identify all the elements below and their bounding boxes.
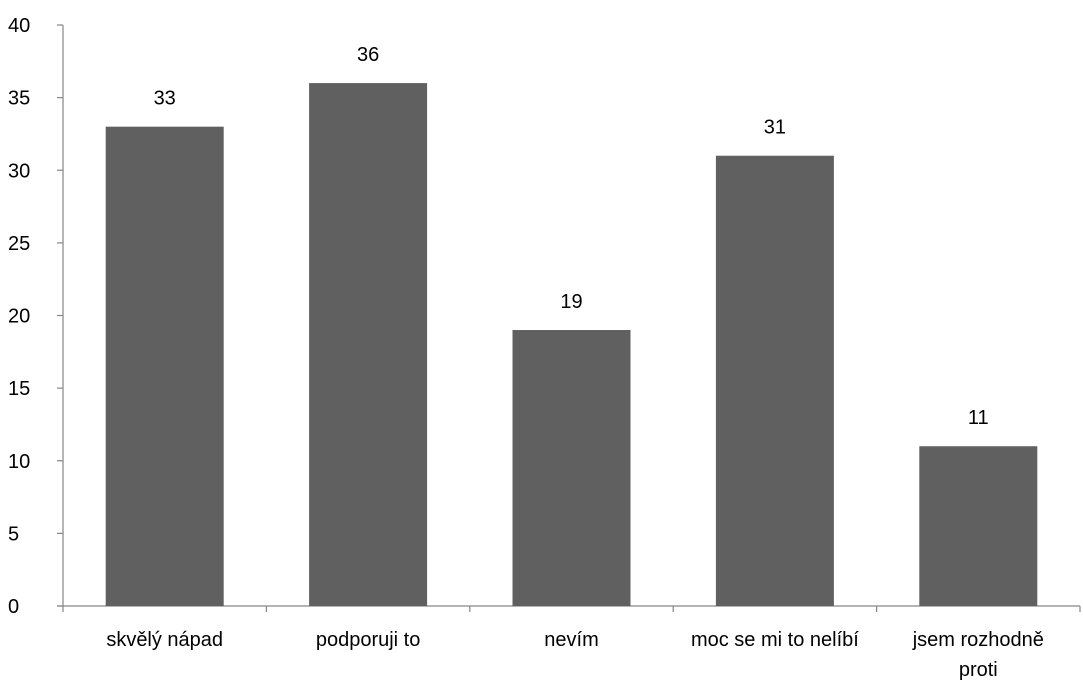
bar bbox=[512, 330, 631, 606]
data-labels: 33 36 19 31 11 bbox=[154, 44, 989, 429]
y-tick-label: 5 bbox=[8, 523, 19, 545]
bar bbox=[919, 446, 1038, 606]
y-tick-label: 15 bbox=[8, 378, 30, 400]
y-tick-label: 35 bbox=[8, 88, 30, 110]
data-label: 36 bbox=[357, 44, 379, 66]
bars bbox=[105, 83, 1038, 607]
data-label: 31 bbox=[764, 117, 786, 139]
category-label: moc se mi to nelíbí bbox=[691, 629, 859, 651]
category-label: jsem rozhodně bbox=[912, 629, 1044, 651]
y-tick-label: 0 bbox=[8, 596, 19, 618]
bar bbox=[715, 155, 834, 606]
y-tick-label: 40 bbox=[8, 15, 30, 37]
data-label: 19 bbox=[560, 291, 582, 313]
category-label: nevím bbox=[544, 629, 598, 651]
data-label: 11 bbox=[968, 407, 989, 429]
y-axis: 0 5 10 15 20 25 30 35 40 bbox=[8, 15, 64, 618]
data-label: 33 bbox=[154, 88, 176, 110]
y-tick-label: 10 bbox=[8, 451, 30, 473]
y-tick-label: 30 bbox=[8, 160, 30, 182]
category-label: proti bbox=[959, 659, 998, 681]
bar bbox=[105, 126, 224, 607]
y-tick-label: 25 bbox=[8, 233, 30, 255]
x-axis bbox=[57, 605, 1081, 612]
category-label: skvělý nápad bbox=[106, 629, 223, 651]
bar bbox=[309, 83, 428, 607]
category-label: podporuji to bbox=[316, 629, 421, 651]
y-tick-label: 20 bbox=[8, 306, 30, 328]
category-labels: skvělý nápad podporuji to nevím moc se mi t… bbox=[106, 629, 1044, 681]
